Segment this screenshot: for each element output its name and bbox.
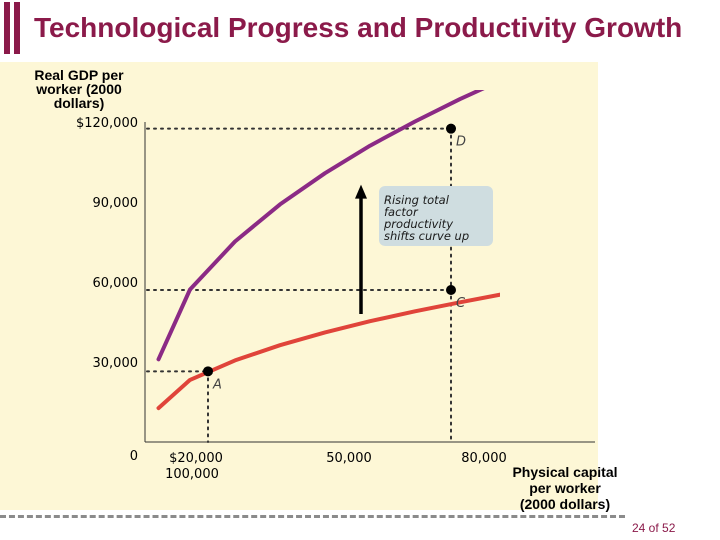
x-tick-label: $20,000: [169, 451, 223, 466]
y-tick-label: 60,000: [93, 276, 139, 291]
callout-text-line: Rising total: [384, 193, 450, 207]
point-label-a: A: [212, 377, 222, 392]
title-accent-bar-1: [4, 2, 10, 54]
point-label-c: C: [456, 296, 466, 311]
y-tick-label: 90,000: [93, 196, 139, 211]
footer-dashed-line: [0, 515, 625, 518]
slide-title: Technological Progress and Productivity …: [34, 12, 683, 43]
callout-text-line: factor: [384, 205, 419, 219]
point-label-d: D: [456, 135, 466, 150]
y-tick-label: $120,000: [76, 116, 138, 131]
y-tick-label: 0: [130, 449, 138, 464]
y-axis-label: Real GDP per worker (2000 dollars): [34, 67, 124, 111]
shift-arrow-head: [355, 184, 367, 199]
point-c: [446, 285, 456, 295]
x-tick-label-extra: 100,000: [165, 467, 219, 482]
callout-text-line: productivity: [383, 217, 453, 231]
upper-curve: [156, 90, 485, 362]
x-tick-label: 50,000: [326, 451, 372, 466]
title-accent-bar-2: [14, 2, 20, 54]
callout-box: [379, 186, 493, 246]
callout-text-line: shifts curve up: [384, 229, 469, 243]
point-d: [446, 123, 456, 134]
point-a: [203, 366, 213, 377]
x-axis-label: Physical capital per worker (2000 dollar…: [512, 464, 618, 512]
page-number: 24 of 52: [632, 521, 676, 535]
chart-panel: [0, 62, 598, 510]
x-tick-label: 80,000: [461, 451, 507, 466]
y-tick-label: 30,000: [93, 356, 139, 371]
lower-curve: [156, 292, 500, 411]
